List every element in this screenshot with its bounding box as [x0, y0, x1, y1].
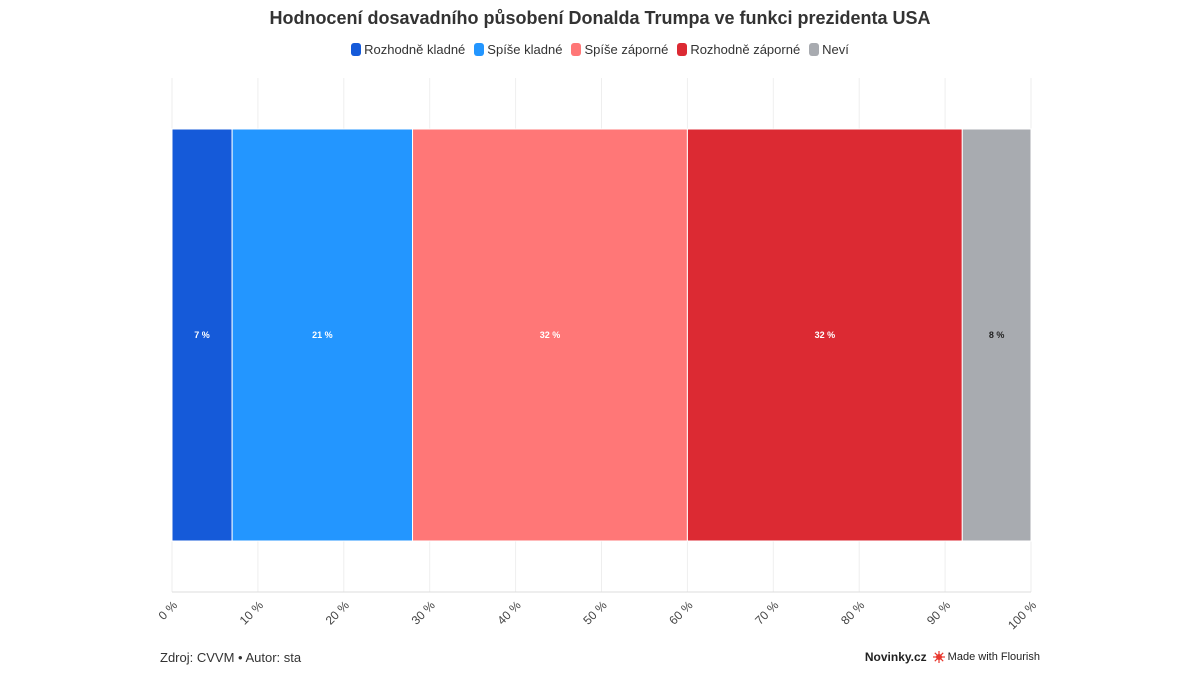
- legend-swatch: [474, 43, 485, 56]
- x-tick-label: 20 %: [323, 598, 352, 627]
- bar-segment[interactable]: [412, 128, 688, 542]
- legend-label: Spíše záporné: [584, 42, 669, 57]
- legend-item[interactable]: Rozhodně kladné: [351, 42, 465, 57]
- legend-item[interactable]: Spíše kladné: [474, 42, 562, 57]
- flourish-link[interactable]: Made with Flourish: [932, 651, 1040, 663]
- data-label: 8 %: [989, 330, 1005, 340]
- legend-label: Rozhodně záporné: [690, 42, 801, 57]
- legend-label: Rozhodně kladné: [364, 42, 466, 57]
- bar-segment[interactable]: [961, 128, 1032, 542]
- x-tick-label: 50 %: [580, 598, 609, 627]
- source-note: Zdroj: CVVM • Autor: sta: [160, 650, 302, 665]
- x-tick-label: 70 %: [752, 598, 781, 627]
- legend-swatch: [677, 43, 688, 56]
- legend-label: Spíše kladné: [487, 42, 563, 57]
- legend: Rozhodně kladné Spíše kladné Spíše záporné…: [0, 42, 1200, 57]
- legend-swatch: [809, 43, 820, 56]
- x-tick-label: 100 %: [1005, 598, 1039, 632]
- bar-segment[interactable]: [686, 128, 963, 542]
- data-label: 21 %: [312, 330, 333, 340]
- data-label: 32 %: [540, 330, 561, 340]
- x-tick-label: 40 %: [494, 598, 523, 627]
- flourish-icon: [932, 651, 945, 663]
- x-tick-label: 30 %: [409, 598, 438, 627]
- legend-item[interactable]: Rozhodně záporné: [677, 42, 800, 57]
- x-tick-label: 90 %: [924, 598, 953, 627]
- x-tick-label: 60 %: [666, 598, 695, 627]
- brand-logo[interactable]: Novinky.cz: [864, 650, 927, 664]
- bar-segment[interactable]: [171, 128, 233, 542]
- legend-label: Neví: [822, 42, 849, 57]
- data-label: 7 %: [194, 330, 210, 340]
- bar-segment[interactable]: [231, 128, 414, 542]
- legend-swatch: [571, 43, 582, 56]
- x-tick-label: 10 %: [237, 598, 266, 627]
- x-tick-label: 80 %: [838, 598, 867, 627]
- legend-item[interactable]: Spíše záporné: [571, 42, 668, 57]
- flourish-label: Made with Flourish: [947, 651, 1040, 663]
- x-tick-label: 0 %: [156, 598, 181, 623]
- footer-branding: Novinky.cz Made with Flourish: [865, 650, 1040, 664]
- data-label: 32 %: [815, 330, 836, 340]
- legend-item[interactable]: Neví: [809, 42, 849, 57]
- chart-title: Hodnocení dosavadního působení Donalda T…: [269, 8, 931, 28]
- legend-swatch: [351, 43, 362, 56]
